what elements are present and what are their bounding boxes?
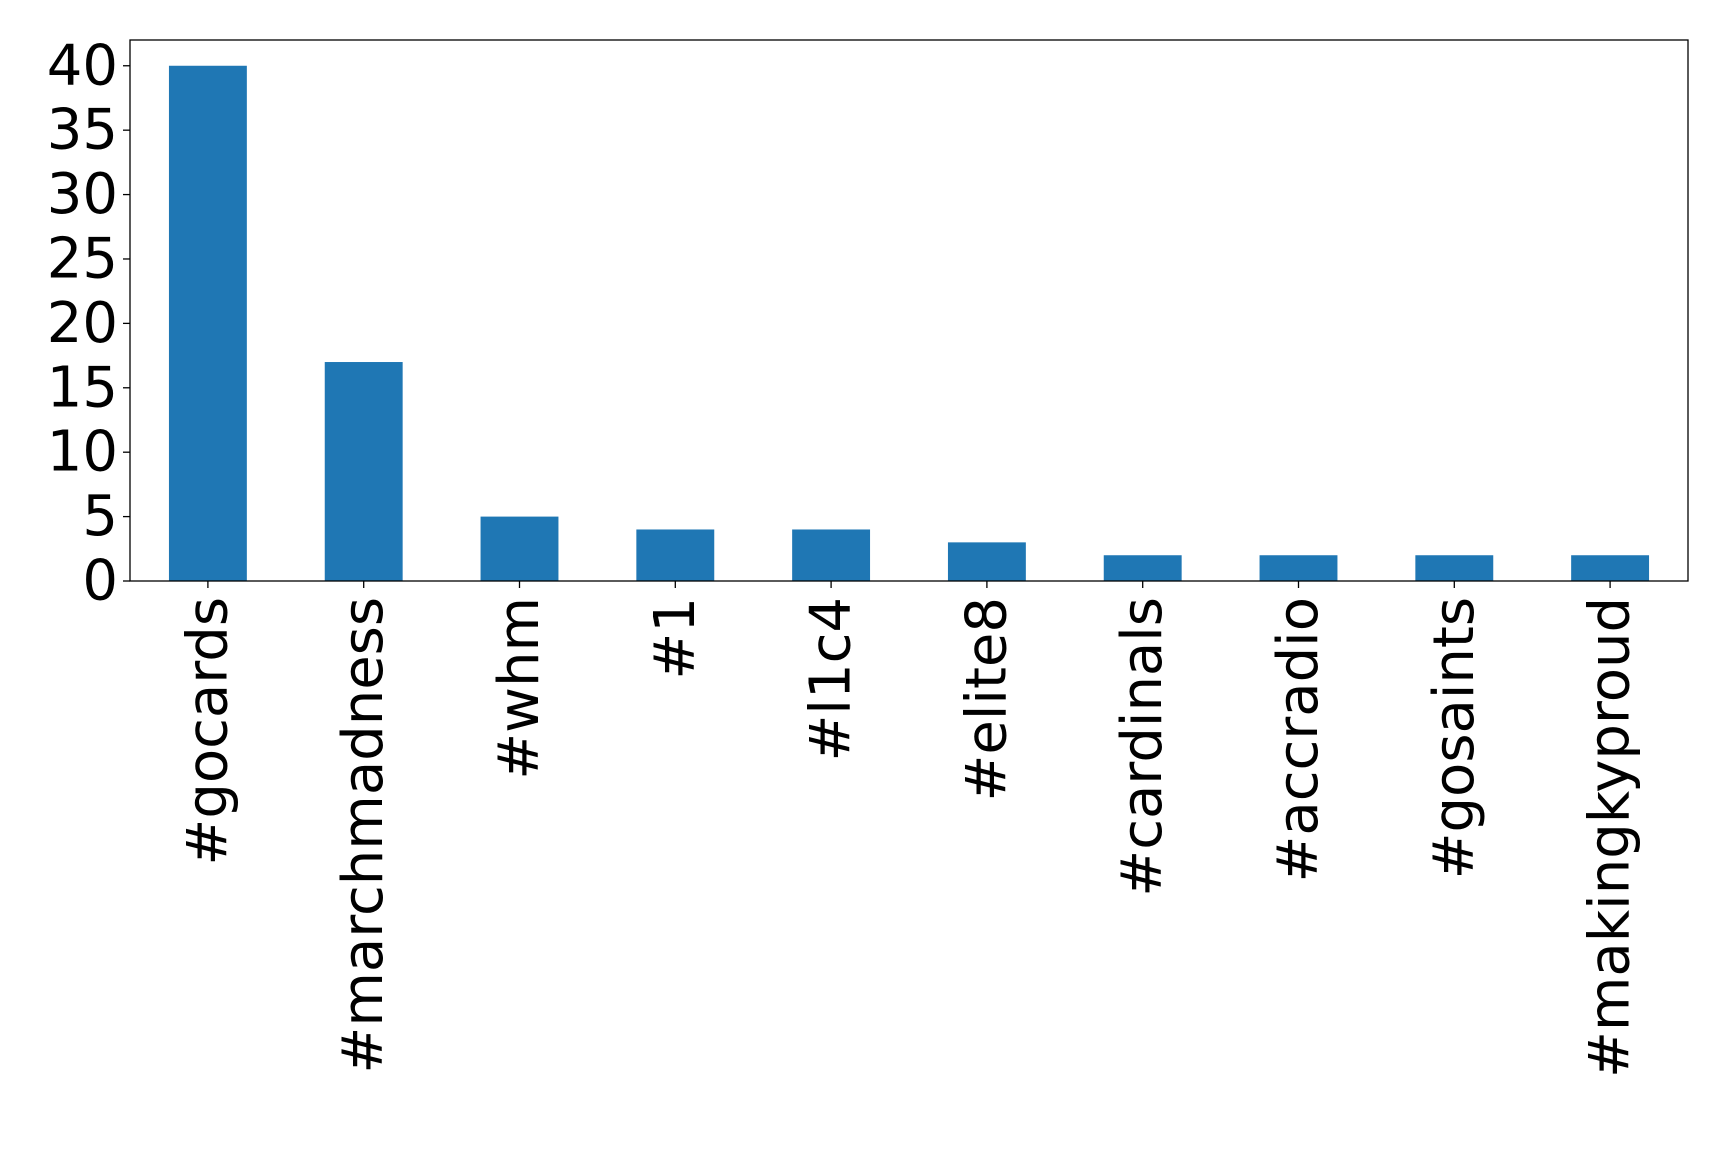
bar-makingkyproud xyxy=(1571,555,1650,581)
x-axis: #gocards #marchmadness #whm #1 #l1c4 #elite8 #… xyxy=(175,581,1643,1078)
y-tick-label: 30 xyxy=(47,162,118,227)
x-tick-label: #makingkyproud xyxy=(1578,597,1643,1078)
bar-gocards xyxy=(168,65,247,581)
bar-marchmadness xyxy=(324,362,403,581)
bar-cardinals xyxy=(1103,555,1182,581)
y-tick-label: 15 xyxy=(47,355,118,420)
bar-l1c4 xyxy=(792,529,871,581)
y-tick-label: 0 xyxy=(82,549,118,614)
bar-1 xyxy=(636,529,715,581)
x-tick-label: #marchmadness xyxy=(331,597,396,1074)
x-tick-label: #whm xyxy=(487,597,552,780)
x-tick-label: #l1c4 xyxy=(799,597,864,762)
x-tick-label: #1 xyxy=(643,597,708,680)
x-tick-label: #gosaints xyxy=(1422,597,1487,879)
bar-accradio xyxy=(1259,555,1338,581)
y-tick-label: 40 xyxy=(47,33,118,98)
y-tick-label: 5 xyxy=(82,484,118,549)
bar-whm xyxy=(480,516,559,581)
plot-frame xyxy=(129,39,1689,582)
y-tick-label: 20 xyxy=(47,291,118,356)
bars-layer xyxy=(168,65,1650,581)
bar-elite8 xyxy=(947,542,1026,581)
x-tick-label: #gocards xyxy=(175,597,240,866)
y-tick-label: 25 xyxy=(47,226,118,291)
y-tick-label: 10 xyxy=(47,420,118,485)
bar-gosaints xyxy=(1415,555,1494,581)
x-tick-label: #elite8 xyxy=(954,597,1019,802)
x-tick-label: #cardinals xyxy=(1110,597,1175,897)
y-tick-label: 35 xyxy=(47,98,118,163)
x-tick-label: #accradio xyxy=(1266,597,1331,883)
